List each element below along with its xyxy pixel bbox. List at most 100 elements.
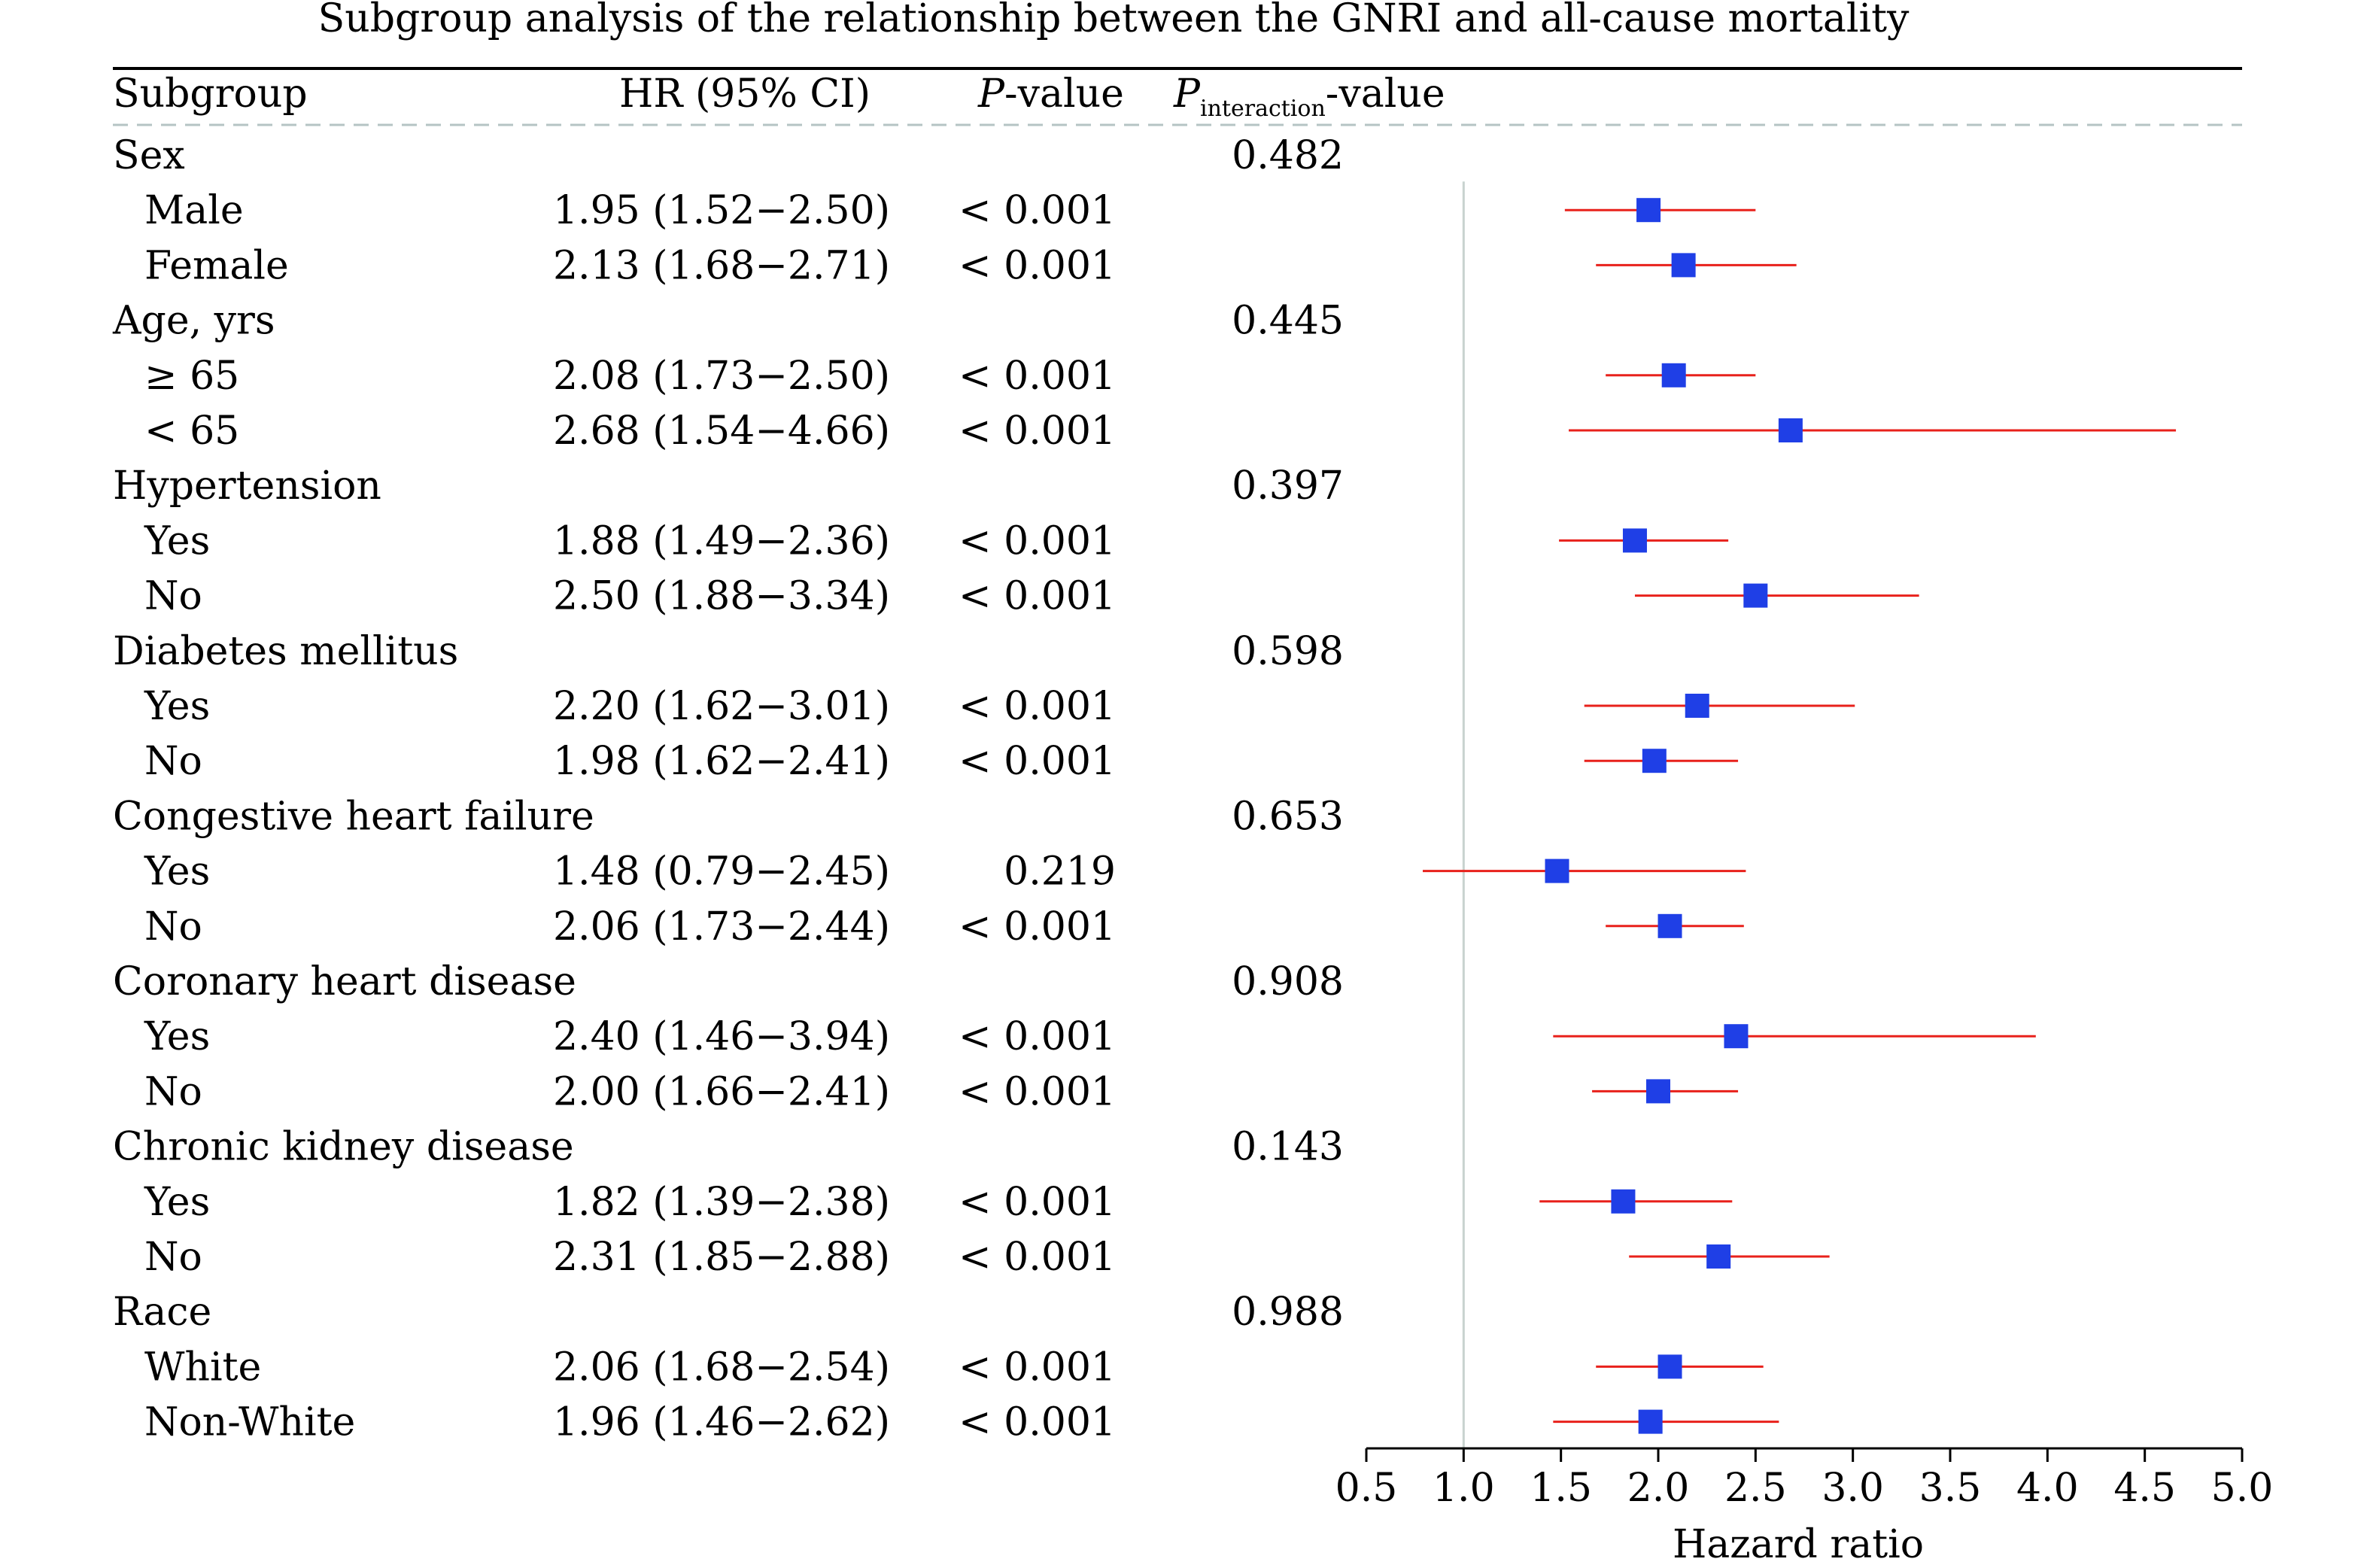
- hr-ci-value: 2.40 (1.46−3.94): [553, 1014, 890, 1059]
- subgroup-label: No: [144, 1235, 202, 1280]
- hr-marker: [1706, 1244, 1731, 1269]
- subgroup-label: Yes: [144, 1014, 210, 1059]
- header-pint-rest: -value: [1326, 71, 1445, 117]
- hr-ci-value: 1.98 (1.62−2.41): [553, 739, 890, 784]
- x-axis: 0.5 1.0 1.5 2.0 2.5 3.0 3.5 4.0 4.5 5.0: [1335, 1447, 2274, 1511]
- group-label: Diabetes mellitus: [113, 629, 458, 674]
- header-p-italic: P: [977, 71, 1005, 117]
- hr-marker: [1622, 528, 1647, 553]
- group-label: Age, yrs: [112, 299, 275, 344]
- hr-marker: [1642, 749, 1667, 773]
- p-value: < 0.001: [959, 1345, 1116, 1390]
- hr-marker: [1724, 1024, 1749, 1049]
- p-interaction-value: 0.908: [1232, 959, 1344, 1004]
- hr-marker: [1657, 913, 1682, 938]
- hr-marker: [1685, 694, 1709, 718]
- p-value: < 0.001: [959, 1014, 1116, 1059]
- header-p-interaction: Pinteraction-value: [1173, 71, 1445, 122]
- ci-lines: [1423, 208, 2177, 1424]
- p-interaction-value: 0.653: [1232, 794, 1344, 839]
- subgroup-label: No: [144, 574, 202, 619]
- x-tick-label: 4.5: [2113, 1466, 2176, 1511]
- p-value: < 0.001: [959, 739, 1116, 784]
- hr-marker: [1646, 1079, 1670, 1104]
- p-value: < 0.001: [959, 188, 1116, 233]
- group-label: Coronary heart disease: [113, 959, 576, 1004]
- p-interaction-value: 0.988: [1232, 1290, 1344, 1335]
- hr-ci-value: 2.00 (1.66−2.41): [553, 1069, 890, 1114]
- hr-marker: [1671, 253, 1696, 278]
- subgroup-label: Non-White: [144, 1400, 355, 1445]
- hr-ci-value: 1.96 (1.46−2.62): [553, 1400, 890, 1445]
- x-axis-label: Hazard ratio: [1673, 1522, 1924, 1567]
- hr-ci-value: 2.20 (1.62−3.01): [553, 684, 890, 729]
- subgroup-label: No: [144, 1069, 202, 1114]
- subgroup-label: Female: [144, 243, 289, 288]
- hr-marker: [1638, 1409, 1663, 1434]
- header-pint-italic: P: [1173, 71, 1201, 117]
- p-interaction-value: 0.397: [1232, 463, 1344, 509]
- hr-marker: [1545, 858, 1569, 883]
- p-value: < 0.001: [959, 1235, 1116, 1280]
- header-p-value: P-value: [977, 71, 1124, 117]
- x-tick-label: 1.5: [1530, 1466, 1592, 1511]
- hr-ci-value: 2.06 (1.73−2.44): [553, 904, 890, 950]
- group-label: Race: [113, 1290, 211, 1335]
- hr-marker: [1743, 583, 1768, 608]
- x-tick-label: 5.0: [2211, 1466, 2274, 1511]
- hr-marker: [1657, 1354, 1682, 1379]
- hr-marker: [1636, 198, 1661, 223]
- header-hr-ci: HR (95% CI): [619, 71, 871, 117]
- hr-ci-value: 1.95 (1.52−2.50): [553, 188, 890, 233]
- x-tick-label: 3.5: [1919, 1466, 1982, 1511]
- group-label: Hypertension: [113, 463, 381, 509]
- p-value: < 0.001: [959, 354, 1116, 399]
- hr-ci-value: 2.13 (1.68−2.71): [553, 243, 890, 288]
- subgroup-label: No: [144, 739, 202, 784]
- p-value: 0.219: [1004, 849, 1116, 895]
- hr-ci-value: 2.68 (1.54−4.66): [553, 409, 890, 454]
- hr-ci-value: 1.88 (1.49−2.36): [553, 518, 890, 564]
- subgroup-label: ≥ 65: [144, 354, 239, 399]
- p-value: < 0.001: [959, 1400, 1116, 1445]
- subgroup-label: No: [144, 904, 202, 950]
- p-value: < 0.001: [959, 518, 1116, 564]
- hr-marker: [1661, 363, 1686, 387]
- p-value: < 0.001: [959, 243, 1116, 288]
- p-value: < 0.001: [959, 1180, 1116, 1225]
- subgroup-label: < 65: [144, 409, 239, 454]
- header-pint-sub: interaction: [1200, 96, 1326, 122]
- chart-title: Subgroup analysis of the relationship be…: [318, 0, 1910, 41]
- p-value: < 0.001: [959, 574, 1116, 619]
- x-tick-label: 2.5: [1724, 1466, 1787, 1511]
- p-value: < 0.001: [959, 1069, 1116, 1114]
- group-label: Congestive heart failure: [113, 794, 594, 839]
- p-interaction-value: 0.482: [1232, 133, 1344, 178]
- subgroup-label: Yes: [144, 849, 210, 895]
- x-tick-label: 0.5: [1335, 1466, 1398, 1511]
- subgroup-label: Yes: [144, 684, 210, 729]
- hr-marker: [1611, 1189, 1636, 1214]
- group-label: Chronic kidney disease: [113, 1125, 574, 1170]
- x-tick-label: 4.0: [2016, 1466, 2079, 1511]
- header-p-rest: -value: [1004, 71, 1124, 117]
- group-label: Sex: [113, 133, 185, 178]
- p-value: < 0.001: [959, 684, 1116, 729]
- x-tick-label: 2.0: [1627, 1466, 1690, 1511]
- p-interaction-value: 0.598: [1232, 629, 1344, 674]
- subgroup-label: Yes: [144, 1180, 210, 1225]
- x-tick-label: 1.0: [1433, 1466, 1495, 1511]
- subgroup-label: Male: [144, 188, 244, 233]
- hr-markers: [1545, 198, 1803, 1434]
- p-value: < 0.001: [959, 409, 1116, 454]
- hr-ci-value: 2.08 (1.73−2.50): [553, 354, 890, 399]
- hr-marker: [1778, 418, 1803, 442]
- hr-ci-value: 1.48 (0.79−2.45): [553, 849, 890, 895]
- hr-ci-value: 1.82 (1.39−2.38): [553, 1180, 890, 1225]
- p-interaction-value: 0.143: [1232, 1125, 1344, 1170]
- table-rows: Sex 0.482 Male 1.95 (1.52−2.50) < 0.001 Femal…: [112, 133, 1344, 1445]
- hr-ci-value: 2.50 (1.88−3.34): [553, 574, 890, 619]
- hr-ci-value: 2.06 (1.68−2.54): [553, 1345, 890, 1390]
